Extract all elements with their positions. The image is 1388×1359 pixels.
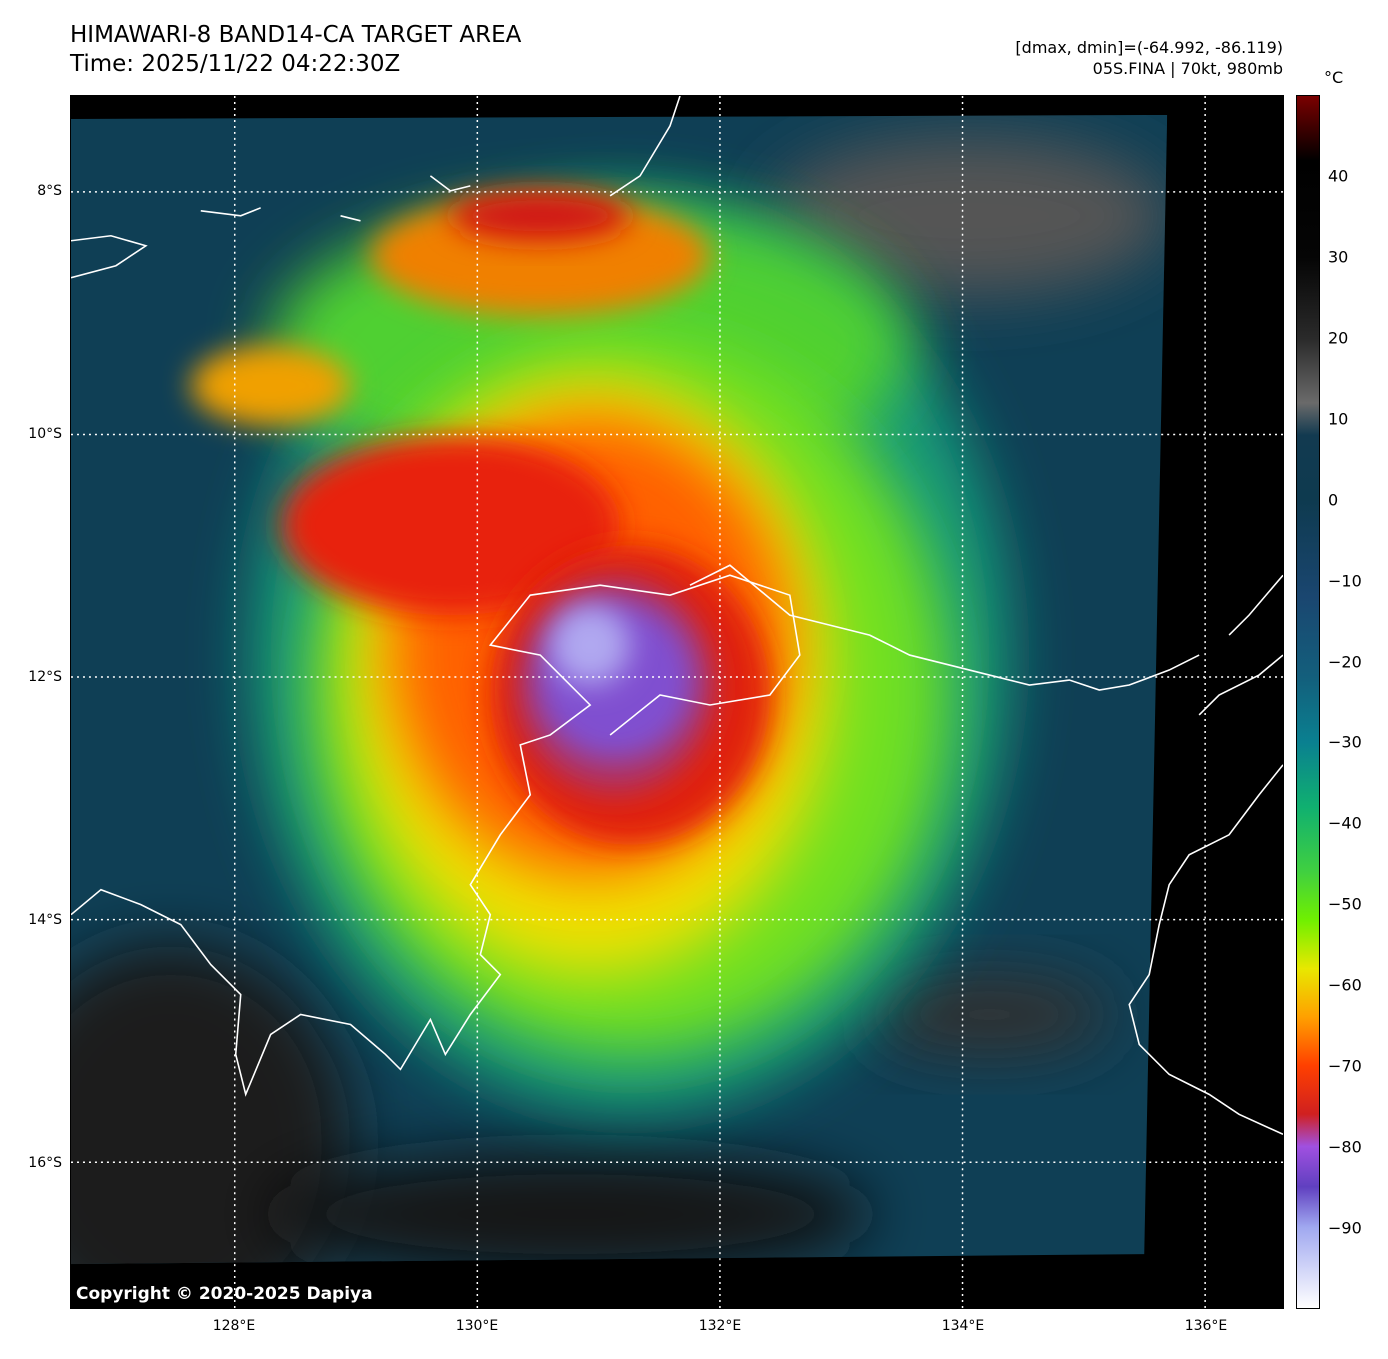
- lat-tick-label: 14°S: [28, 912, 62, 928]
- colorbar-unit: °C: [1324, 68, 1344, 87]
- lat-tick-label: 16°S: [28, 1155, 62, 1171]
- colorbar-tick-label: −80: [1328, 1137, 1362, 1157]
- storm-info: 05S.FINA | 70kt, 980mb: [1092, 59, 1283, 78]
- colorbar-tick-label: 0: [1328, 490, 1339, 510]
- lon-tick-label: 130°E: [455, 1318, 499, 1334]
- colorbar: [1296, 95, 1320, 1309]
- colorbar-tick-label: −10: [1328, 571, 1362, 591]
- lon-tick-label: 132°E: [698, 1318, 742, 1334]
- lat-tick-label: 8°S: [37, 183, 62, 199]
- lon-tick-label: 136°E: [1184, 1318, 1228, 1334]
- satellite-map: [70, 95, 1284, 1309]
- timestamp: Time: 2025/11/22 04:22:30Z: [70, 51, 401, 77]
- colorbar-tick-label: 10: [1328, 409, 1349, 429]
- colorbar-tick-label: −20: [1328, 652, 1362, 672]
- colorbar-tick-label: 40: [1328, 166, 1349, 186]
- coastlines: [71, 96, 1283, 1136]
- gridlines: [71, 96, 1283, 1308]
- temperature-range: [dmax, dmin]=(-64.992, -86.119): [1015, 38, 1283, 57]
- chart-title: HIMAWARI-8 BAND14-CA TARGET AREA: [70, 22, 522, 48]
- colorbar-tick-label: 30: [1328, 247, 1349, 267]
- lon-tick-label: 134°E: [941, 1318, 985, 1334]
- lat-tick-label: 12°S: [28, 669, 62, 685]
- copyright-notice: Copyright © 2020-2025 Dapiya: [76, 1284, 373, 1304]
- colorbar-tick-label: −40: [1328, 813, 1362, 833]
- colorbar-tick-label: −70: [1328, 1056, 1362, 1076]
- cloud-imagery: [71, 114, 1168, 1265]
- lon-tick-label: 128°E: [212, 1318, 256, 1334]
- colorbar-tick-label: −50: [1328, 894, 1362, 914]
- colorbar-tick-label: −30: [1328, 732, 1362, 752]
- colorbar-tick-label: −60: [1328, 975, 1362, 995]
- colorbar-tick-label: 20: [1328, 328, 1349, 348]
- colorbar-tick-label: −90: [1328, 1218, 1362, 1238]
- lat-tick-label: 10°S: [28, 426, 62, 442]
